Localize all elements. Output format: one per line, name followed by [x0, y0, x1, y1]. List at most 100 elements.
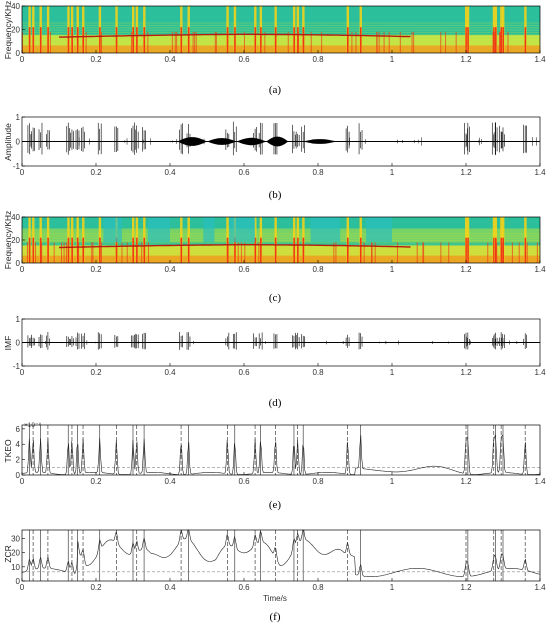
spectrogram-click — [100, 242, 102, 263]
spectrogram-click — [49, 31, 51, 53]
y-tick-label: 40 — [11, 2, 20, 11]
spectrogram-click — [76, 237, 79, 263]
spectrogram-click — [131, 31, 133, 53]
spectrogram-click — [240, 242, 242, 263]
x-tick-label: 1.2 — [460, 265, 472, 274]
spectrogram-click — [467, 27, 469, 53]
y-tick-label: 0 — [16, 577, 21, 586]
spectrogram-click — [511, 242, 513, 263]
spectrogram-click — [180, 237, 183, 263]
x-tick-label: 0.4 — [164, 368, 176, 377]
spectrogram-click — [293, 27, 295, 53]
x-tick-label: 0.8 — [312, 265, 324, 274]
spectrogram-click — [71, 237, 73, 263]
spectrogram-click — [67, 237, 70, 263]
spectrogram-click — [71, 27, 73, 53]
x-tick-label: 1 — [390, 583, 395, 592]
spectrogram-click — [371, 242, 373, 263]
y-tick-label: -1 — [13, 162, 21, 171]
y-tick-label: 1 — [16, 113, 21, 122]
axes-frame — [21, 424, 541, 476]
spectrogram-click — [416, 242, 418, 263]
x-tick-label: 0.8 — [312, 168, 324, 177]
spectrogram-click — [310, 31, 312, 53]
spectrogram-click — [187, 237, 190, 263]
spectrogram-band — [203, 217, 215, 243]
x-tick-label: 1 — [390, 265, 395, 274]
waveform-envelope — [236, 137, 267, 146]
spectrogram-click — [376, 31, 378, 53]
x-tick-label: 1 — [390, 55, 395, 64]
spectrogram-click — [28, 27, 31, 53]
spectrogram-click — [518, 242, 520, 263]
spectrogram-click — [176, 31, 178, 53]
spectrogram-click — [141, 242, 143, 263]
ylabel-c: Frequency/KHz — [3, 211, 13, 270]
spectrogram-click — [99, 27, 101, 53]
y-tick-label: 40 — [11, 213, 20, 222]
spectrogram-click — [413, 31, 415, 53]
spectrogram-click — [496, 242, 498, 263]
spectrogram-click — [258, 242, 260, 263]
spectrogram-click — [536, 242, 538, 263]
spectrogram-click — [136, 27, 138, 53]
spectrogram-band — [22, 242, 540, 244]
caption-c: (c) — [269, 292, 282, 304]
spectrogram-image — [22, 6, 540, 53]
spectrogram-click — [297, 237, 299, 263]
y-tick-label: 20 — [11, 549, 20, 558]
x-tick-label: 0.6 — [238, 368, 250, 377]
caption-b: (b) — [269, 189, 282, 201]
x-tick-label: 1.4 — [534, 265, 546, 274]
spectrogram-click — [526, 242, 528, 263]
spectrogram-band — [103, 217, 122, 243]
spectrogram-click — [115, 27, 118, 53]
spectrogram-click — [26, 242, 28, 263]
spectrogram-image — [22, 217, 540, 263]
spectrogram-click — [35, 242, 37, 263]
axes-frame — [21, 529, 541, 582]
spectrogram-click — [397, 242, 399, 263]
spectrogram-click — [524, 27, 527, 53]
spectrogram-click — [237, 242, 239, 263]
y-tick-label: 0 — [16, 49, 21, 58]
spectrogram-click — [321, 31, 323, 53]
y-tick-label: 20 — [11, 26, 20, 35]
x-tick-label: 0.4 — [164, 168, 176, 177]
spectrogram-click — [41, 242, 43, 263]
x-tick-label: 1.2 — [460, 583, 472, 592]
spectrogram-band — [22, 27, 540, 29]
spectrogram-click — [359, 237, 362, 263]
x-tick-label: 0.4 — [164, 55, 176, 64]
spectrogram-click — [215, 31, 217, 53]
tkeo-exponent: ×10⁻⁸ — [24, 422, 41, 429]
x-tick-label: 1.4 — [534, 55, 546, 64]
spectrogram-click — [502, 27, 504, 53]
spectrogram-click — [500, 31, 502, 53]
spectrogram-click — [226, 27, 229, 53]
spectrogram-click — [85, 31, 87, 53]
y-tick-label: 20 — [11, 236, 20, 245]
spectrogram-click — [126, 242, 128, 263]
spectrogram-click — [260, 237, 262, 263]
ylabel-f: ZCR — [3, 545, 13, 562]
x-tick-label: 1 — [390, 368, 395, 377]
x-tick-label: 1.4 — [534, 477, 546, 486]
spectrogram-click — [351, 31, 353, 53]
x-tick-label: 0.2 — [90, 477, 102, 486]
spectrogram-click — [243, 31, 245, 53]
x-tick-label: 0.4 — [164, 265, 176, 274]
y-tick-label: 4 — [16, 440, 21, 449]
spectrogram-click — [494, 31, 496, 53]
y-tick-label: 2 — [16, 456, 21, 465]
spectrogram-click — [303, 31, 305, 53]
spectrogram-click — [174, 31, 176, 53]
spectrogram-band — [22, 31, 540, 34]
x-tick-label: 0.4 — [164, 583, 176, 592]
spectrogram-lowband — [22, 255, 540, 263]
x-tick-label: 0.6 — [238, 477, 250, 486]
spectrogram-click — [423, 242, 425, 263]
spectrogram-click — [63, 242, 65, 263]
tonal-contour — [59, 33, 411, 38]
y-tick-label: 0 — [16, 471, 21, 480]
